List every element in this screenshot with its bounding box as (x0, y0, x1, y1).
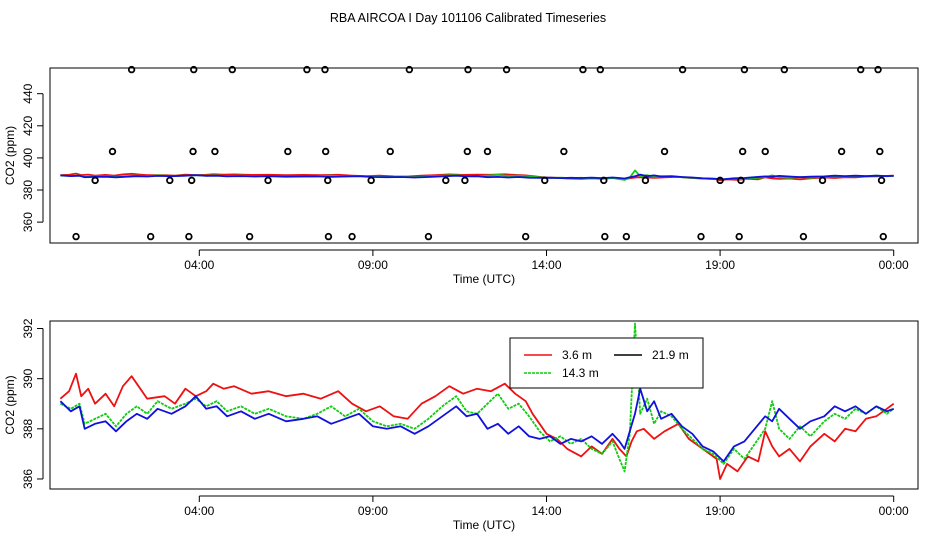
calibration-point (324, 232, 333, 241)
calibration-point (600, 176, 608, 185)
y-tick-label: 386 (21, 469, 35, 489)
x-tick-label: 19:00 (705, 258, 735, 272)
calibration-point (187, 176, 196, 185)
calibration-point (837, 147, 846, 156)
calibration-point (189, 147, 197, 156)
x-tick-label: 04:00 (184, 504, 214, 518)
series-line (60, 173, 894, 181)
calibration-point (190, 65, 198, 74)
x-tick-label: 09:00 (358, 258, 388, 272)
calibration-point (72, 232, 80, 241)
legend-label: 3.6 m (562, 348, 592, 362)
calibration-point (874, 65, 882, 74)
calibration-point (146, 232, 155, 241)
y-axis-label: CO2 (ppm) (3, 126, 17, 185)
x-tick-label: 14:00 (531, 504, 561, 518)
calibration-point (877, 176, 886, 185)
x-tick-label: 04:00 (184, 258, 214, 272)
calibration-point (697, 232, 705, 241)
x-axis-label: Time (UTC) (453, 272, 515, 286)
calibration-point (264, 176, 272, 185)
calibration-point (678, 65, 687, 74)
calibration-point (405, 65, 414, 74)
calibration-point (464, 65, 472, 74)
calibration-point (738, 147, 747, 156)
legend-label: 14.3 m (562, 366, 599, 380)
calibration-point (799, 232, 808, 241)
y-tick-label: 388 (21, 418, 35, 438)
x-tick-label: 14:00 (531, 258, 561, 272)
calibration-point (735, 232, 743, 241)
calibration-point (463, 147, 472, 156)
calibration-point (386, 147, 394, 156)
calibration-point (596, 65, 605, 74)
calibration-point (211, 147, 219, 156)
calibration-point (737, 176, 745, 185)
calibration-point (818, 176, 827, 185)
calibration-point (185, 232, 193, 241)
plot-frame (49, 320, 919, 490)
calibration-point (780, 65, 789, 74)
plot-frame (49, 67, 919, 244)
y-tick-label: 400 (21, 148, 35, 168)
calibration-point (579, 65, 587, 74)
calibration-point (245, 232, 254, 241)
calibration-point (879, 232, 887, 241)
calibration-point (321, 65, 329, 74)
series-line (59, 372, 895, 480)
calibration-point (641, 176, 650, 185)
calibration-point (521, 232, 530, 241)
calibration-point (876, 147, 884, 156)
calibration-point (761, 147, 769, 156)
calibration-point (502, 65, 511, 74)
calibration-point (321, 147, 330, 156)
y-tick-label: 392 (21, 318, 35, 338)
calibration-point (461, 176, 469, 185)
y-tick-label: 420 (21, 115, 35, 135)
calibration-point (284, 147, 292, 156)
calibration-point (483, 147, 492, 156)
calibration-point (91, 176, 99, 185)
calibration-point (560, 147, 568, 156)
calibration-point (324, 176, 332, 185)
y-axis-label: CO2 (ppm) (3, 375, 17, 434)
calibration-point (367, 176, 375, 185)
calibration-point (622, 232, 631, 241)
calibration-point (716, 176, 724, 185)
panel-top: 04:00 09:00 14:00 19:00 00:00 Time (UTC) 360 38… (3, 65, 919, 286)
x-tick-label: 09:00 (358, 504, 388, 518)
calibration-point (660, 147, 669, 156)
x-tick-label: 00:00 (879, 504, 909, 518)
x-tick-label: 19:00 (705, 504, 735, 518)
y-tick-label: 440 (21, 83, 35, 103)
calibration-point (424, 232, 433, 241)
legend-box (509, 337, 704, 389)
calibration-point (228, 65, 236, 74)
calibration-point (127, 65, 136, 74)
calibration-point (601, 232, 609, 241)
y-tick-label: 360 (21, 212, 35, 232)
series-line (60, 322, 895, 473)
legend-label: 21.9 m (652, 348, 689, 362)
calibration-point (108, 147, 117, 156)
figure-title: RBA AIRCOA I Day 101106 Calibrated Times… (330, 11, 606, 25)
x-axis-label: Time (UTC) (453, 518, 515, 532)
calibration-point (541, 176, 549, 185)
calibration-point (348, 232, 356, 241)
y-tick-label: 380 (21, 180, 35, 200)
y-tick-label: 390 (21, 368, 35, 388)
calibration-point (857, 65, 865, 74)
calibration-point (303, 65, 311, 74)
calibration-point (442, 176, 450, 185)
calibration-point (740, 65, 749, 74)
series-line (59, 387, 895, 463)
panel-bottom: 04:00 09:00 14:00 19:00 00:00 Time (UTC) 386 38… (3, 318, 919, 532)
x-tick-label: 00:00 (879, 258, 909, 272)
calibration-point (166, 176, 174, 185)
